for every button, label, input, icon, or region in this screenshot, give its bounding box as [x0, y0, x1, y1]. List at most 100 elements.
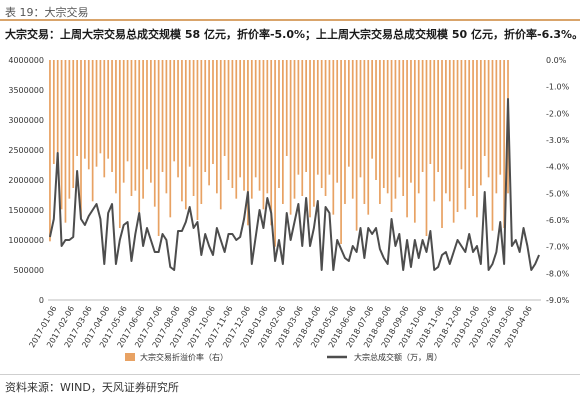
bar-discount-rate — [382, 60, 385, 188]
bar-discount-rate — [410, 60, 412, 183]
bar-discount-rate — [76, 60, 78, 156]
right-axis-tick: -9.0% — [546, 296, 570, 305]
right-axis-tick: -4.0% — [546, 163, 570, 172]
bar-discount-rate — [126, 60, 129, 162]
right-axis-tick: 0.0% — [546, 56, 567, 65]
bar-discount-rate — [413, 60, 416, 223]
left-axis-tick: 3500000 — [8, 86, 44, 95]
bar-discount-rate — [80, 60, 82, 218]
bar-discount-rate — [390, 60, 393, 212]
bar-discount-rate — [452, 60, 455, 223]
bar-discount-rate — [363, 60, 366, 204]
bar-discount-rate — [406, 60, 408, 218]
bar-discount-rate — [328, 60, 331, 175]
bar-discount-rate — [301, 60, 304, 196]
bar-discount-rate — [247, 60, 249, 226]
bar-discount-rate — [394, 60, 397, 199]
bar-discount-rate — [472, 60, 474, 196]
left-axis-tick: 3000000 — [8, 116, 44, 125]
bar-discount-rate — [340, 60, 342, 244]
bar-discount-rate — [417, 60, 420, 194]
bar-discount-rate — [309, 60, 311, 218]
bar-discount-rate — [437, 60, 439, 172]
right-axis-tick: -8.0% — [546, 269, 570, 278]
bar-discount-rate — [313, 60, 315, 207]
bar-discount-rate — [227, 60, 230, 180]
bar-discount-rate — [165, 60, 168, 194]
left-axis-tick: 1500000 — [8, 206, 44, 215]
bar-discount-rate — [487, 60, 490, 178]
legend-label-total-turnover: 大宗总成交额（万，周） — [354, 352, 442, 362]
series-line-total-turnover — [48, 98, 540, 271]
bar-discount-rate — [84, 60, 86, 159]
bar-discount-rate — [72, 60, 75, 188]
bar-discount-rate — [130, 60, 133, 196]
left-axis-tick: 1000000 — [8, 236, 44, 245]
bar-discount-rate — [429, 60, 432, 164]
bar-discount-rate — [184, 60, 187, 210]
bar-discount-rate — [293, 60, 296, 199]
bar-discount-rate — [316, 60, 319, 175]
bar-discount-rate — [208, 60, 210, 186]
bar-discount-rate — [476, 60, 478, 218]
bar-discount-rate — [142, 60, 144, 199]
legend-swatch-discount-rate — [125, 353, 135, 361]
bar-discount-rate — [359, 60, 362, 178]
bar-discount-rate — [324, 60, 327, 196]
right-axis-tick: -6.0% — [546, 216, 570, 225]
bar-discount-rate — [161, 60, 164, 172]
bar-discount-rate — [254, 60, 257, 178]
bar-discount-rate — [483, 60, 486, 156]
legend: 大宗交易折溢价率（右） 大宗总成交额（万，周） — [125, 352, 442, 362]
bar-discount-rate — [297, 60, 300, 175]
left-axis-tick: 2000000 — [8, 176, 44, 185]
bar-discount-rate — [188, 60, 191, 167]
bar-discount-rate — [468, 60, 471, 188]
bar-discount-rate — [456, 60, 459, 212]
bar-discount-rate — [138, 60, 141, 212]
bar-discount-rate — [181, 60, 183, 202]
bar-discount-rate — [285, 60, 288, 156]
bar-discount-rate — [196, 60, 199, 220]
bar-discount-rate — [495, 60, 498, 194]
left-axis-tick: 0 — [39, 296, 44, 305]
right-axis-tick: -1.0% — [546, 83, 570, 92]
footer-rule — [0, 374, 580, 375]
bar-discount-rate — [235, 60, 238, 199]
bar-discount-rate — [347, 60, 350, 167]
bar-discount-rate — [270, 60, 273, 226]
bar-discount-rate — [367, 60, 370, 215]
bar-discount-rate — [503, 60, 505, 228]
bar-discount-rate — [351, 60, 354, 199]
bar-discount-rate — [91, 60, 94, 202]
bar-discount-rate — [398, 60, 401, 178]
top-rule — [0, 19, 580, 21]
right-axis-tick: -5.0% — [546, 189, 570, 198]
bar-discount-rate — [146, 60, 148, 170]
bar-discount-rate — [231, 60, 234, 188]
bar-discount-rate — [243, 60, 245, 191]
right-axis-tick: -7.0% — [546, 243, 570, 252]
bar-discount-rate — [200, 60, 203, 204]
bar-discount-rate — [460, 60, 463, 170]
left-axis-tick: 4000000 — [8, 56, 44, 65]
bar-discount-rate — [134, 60, 137, 191]
bar-discount-rate — [386, 60, 389, 194]
bar-discount-rate — [274, 60, 276, 247]
bar-discount-rate — [64, 60, 67, 223]
bar-discount-rate — [448, 60, 451, 202]
bar-discount-rate — [344, 60, 346, 204]
bar-discount-rate — [87, 60, 90, 170]
bar-discount-rate — [379, 60, 381, 204]
bar-discount-rate — [479, 60, 482, 186]
bar-discount-rate — [192, 60, 195, 196]
bar-discount-rate — [305, 60, 307, 172]
bar-discount-rate — [320, 60, 323, 188]
left-axis-tick: 500000 — [13, 266, 44, 275]
bar-discount-rate — [95, 60, 98, 167]
bar-discount-rate — [56, 60, 59, 172]
bar-discount-rate — [441, 60, 443, 228]
bar-discount-rate — [103, 60, 106, 178]
bar-discount-rate — [425, 60, 428, 236]
